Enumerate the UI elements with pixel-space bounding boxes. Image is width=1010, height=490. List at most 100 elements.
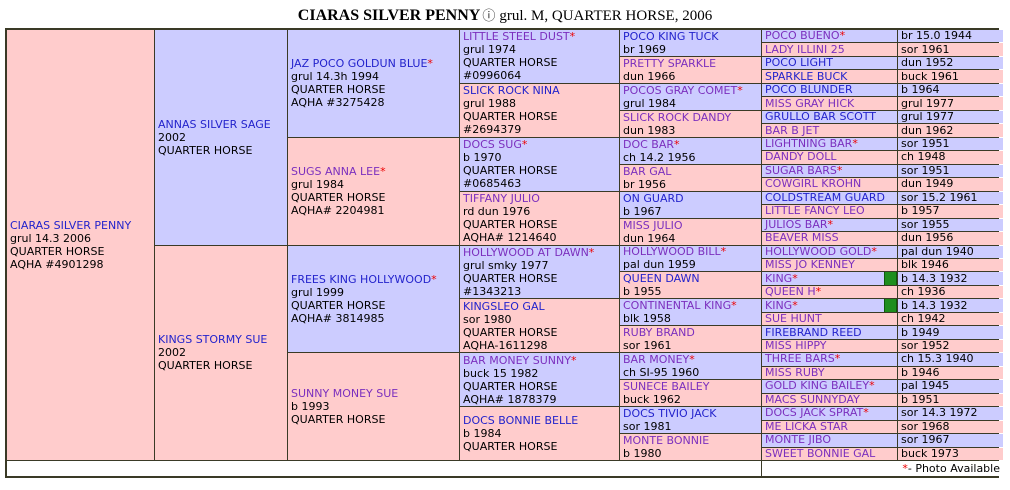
horse-link[interactable]: SWEET BONNIE GAL bbox=[765, 447, 876, 460]
horse-link[interactable]: CONTINENTAL KING bbox=[623, 299, 732, 313]
photo-available-asterisk[interactable]: * bbox=[792, 299, 798, 312]
photo-available-asterisk[interactable]: * bbox=[836, 164, 843, 177]
horse-link[interactable]: HOLLYWOOD BILL bbox=[623, 245, 721, 259]
photo-available-asterisk[interactable]: * bbox=[737, 83, 743, 97]
horse-detail: AQHA# 1878379 bbox=[463, 392, 557, 406]
horse-link[interactable]: GOLD KING BAILEY bbox=[765, 380, 870, 393]
horse-link[interactable]: MISS JULIO bbox=[623, 218, 683, 232]
photo-thumbnail-icon[interactable] bbox=[884, 299, 897, 312]
horse-link[interactable]: MISS JO KENNEY bbox=[765, 258, 855, 272]
horse-link[interactable]: MISS HIPPY bbox=[765, 339, 827, 353]
horse-link[interactable]: BAR MONEY SUNNY bbox=[463, 353, 571, 367]
horse-link[interactable]: LITTLE FANCY LEO bbox=[765, 205, 865, 218]
horse-detail: QUARTER HORSE bbox=[463, 379, 558, 393]
horse-link[interactable]: POCO BUENO bbox=[765, 30, 840, 43]
horse-detail-cell: pal 1945 bbox=[898, 380, 1003, 393]
horse-link[interactable]: FREES KING HOLLYWOOD bbox=[291, 272, 432, 286]
horse-link[interactable]: DOCS BONNIE BELLE bbox=[463, 414, 579, 428]
horse-link[interactable]: SUE HUNT bbox=[765, 312, 822, 326]
horse-link[interactable]: RUBY BRAND bbox=[623, 326, 695, 340]
horse-link[interactable]: KING bbox=[765, 272, 793, 285]
photo-available-asterisk[interactable]: * bbox=[792, 272, 798, 285]
horse-link[interactable]: DOC BAR bbox=[623, 137, 675, 151]
horse-detail: QUARTER HORSE bbox=[463, 110, 558, 124]
horse-link[interactable]: GRULLO BAR SCOTT bbox=[765, 110, 877, 124]
horse-cell: DOCS JACK SPRAT* bbox=[762, 407, 897, 420]
photo-available-asterisk[interactable]: * bbox=[869, 380, 875, 393]
photo-available-asterisk[interactable]: * bbox=[852, 137, 858, 150]
horse-link[interactable]: BAR B JET bbox=[765, 124, 820, 137]
horse-link[interactable]: LIGHTNING BAR bbox=[765, 137, 853, 150]
horse-link[interactable]: HOLLYWOOD GOLD bbox=[765, 245, 872, 258]
photo-available-asterisk[interactable]: * bbox=[380, 165, 386, 179]
photo-thumbnail-icon[interactable] bbox=[884, 272, 897, 285]
photo-available-asterisk[interactable]: * bbox=[588, 245, 595, 259]
horse-link[interactable]: QUEEN H bbox=[765, 285, 816, 299]
horse-link[interactable]: POCO LIGHT bbox=[765, 56, 834, 70]
horse-detail: pal dun 1959 bbox=[623, 258, 696, 272]
horse-link[interactable]: POCO KING TUCK bbox=[623, 30, 719, 43]
horse-link[interactable]: FIREBRAND REED bbox=[765, 326, 862, 339]
horse-link[interactable]: SLICK ROCK NINA bbox=[463, 84, 560, 98]
horse-link[interactable]: CIARAS SILVER PENNY bbox=[10, 219, 132, 232]
horse-link[interactable]: PRETTY SPARKLE bbox=[623, 56, 717, 70]
horse-link[interactable]: POCO BLUNDER bbox=[765, 83, 853, 97]
horse-link[interactable]: LADY ILLINI 25 bbox=[765, 43, 845, 56]
horse-link[interactable]: SPARKLE BUCK bbox=[765, 70, 848, 83]
horse-cell: POCO LIGHT bbox=[762, 56, 897, 70]
horse-link[interactable]: DOCS SUG bbox=[463, 138, 522, 152]
info-icon[interactable]: ⓘ bbox=[482, 8, 496, 23]
horse-link[interactable]: BEAVER MISS bbox=[765, 232, 839, 245]
photo-available-asterisk[interactable]: * bbox=[427, 57, 433, 71]
horse-link[interactable]: MONTE JIBO bbox=[765, 434, 832, 447]
photo-available-asterisk[interactable]: * bbox=[720, 245, 727, 259]
horse-link[interactable]: KING bbox=[765, 299, 793, 312]
horse-link[interactable]: JULIOS BAR bbox=[765, 218, 828, 231]
legend-asterisk: * bbox=[902, 462, 908, 475]
photo-available-asterisk[interactable]: * bbox=[871, 245, 877, 258]
photo-available-asterisk[interactable]: * bbox=[834, 353, 841, 366]
horse-link[interactable]: TIFFANY JULIO bbox=[463, 192, 540, 206]
photo-available-asterisk[interactable]: * bbox=[827, 218, 834, 231]
horse-link[interactable]: MACS SUNNYDAY bbox=[765, 393, 860, 406]
horse-cell: HOLLYWOOD GOLD* bbox=[762, 245, 897, 258]
horse-link[interactable]: SUGS ANNA LEE bbox=[291, 165, 381, 179]
photo-available-asterisk[interactable]: * bbox=[863, 407, 869, 420]
horse-link[interactable]: KINGS STORMY SUE bbox=[158, 333, 268, 347]
horse-link[interactable]: ANNAS SILVER SAGE bbox=[158, 117, 271, 131]
horse-link[interactable]: THREE BARS bbox=[765, 353, 835, 366]
photo-available-asterisk[interactable]: * bbox=[431, 272, 437, 286]
horse-link[interactable]: BAR MONEY bbox=[623, 353, 690, 367]
horse-link[interactable]: DOCS JACK SPRAT bbox=[765, 407, 864, 420]
horse-link[interactable]: JAZ POCO GOLDUN BLUE bbox=[291, 57, 428, 71]
horse-link[interactable]: BAR GAL bbox=[623, 164, 672, 178]
horse-link[interactable]: SLICK ROCK DANDY bbox=[623, 110, 732, 124]
horse-link[interactable]: COWGIRL KROHN bbox=[765, 178, 862, 191]
horse-link[interactable]: KINGSLEO GAL bbox=[463, 299, 545, 313]
horse-link[interactable]: LITTLE STEEL DUST bbox=[463, 30, 570, 44]
horse-link[interactable]: DANDY DOLL bbox=[765, 151, 837, 164]
horse-link[interactable]: COLDSTREAM GUARD bbox=[765, 191, 885, 204]
horse-link[interactable]: ME LICKA STAR bbox=[765, 420, 849, 433]
photo-available-asterisk[interactable]: * bbox=[674, 137, 680, 151]
horse-link[interactable]: QUEEN DAWN bbox=[623, 272, 700, 286]
photo-available-asterisk[interactable]: * bbox=[521, 138, 528, 152]
horse-link[interactable]: SUNNY MONEY SUE bbox=[291, 387, 399, 401]
photo-available-asterisk[interactable]: * bbox=[839, 30, 846, 43]
photo-available-asterisk[interactable]: * bbox=[689, 353, 695, 367]
horse-link[interactable]: MONTE BONNIE bbox=[623, 434, 710, 448]
horse-link[interactable]: ON GUARD bbox=[623, 191, 684, 205]
photo-available-asterisk[interactable]: * bbox=[815, 285, 822, 299]
horse-link[interactable]: HOLLYWOOD AT DAWN bbox=[463, 245, 589, 259]
photo-available-asterisk[interactable]: * bbox=[569, 30, 576, 44]
photo-available-asterisk[interactable]: * bbox=[731, 299, 737, 313]
horse-link[interactable]: SUGAR BARS bbox=[765, 164, 837, 177]
horse-link[interactable]: SUNECE BAILEY bbox=[623, 380, 710, 394]
horse-link[interactable]: DOCS TIVIO JACK bbox=[623, 407, 717, 421]
horse-link[interactable]: MISS GRAY HICK bbox=[765, 97, 855, 110]
horse-link[interactable]: POCOS GRAY COMET bbox=[623, 83, 738, 97]
horse-link[interactable]: MISS RUBY bbox=[765, 366, 825, 379]
horse-cell: DOCS BONNIE BELLE b 1984 QUARTER HORSE bbox=[460, 407, 619, 460]
page-title: CIARAS SILVER PENNY ⓘ grul. M, QUARTER HOR… bbox=[0, 0, 1010, 28]
photo-available-asterisk[interactable]: * bbox=[570, 353, 577, 367]
